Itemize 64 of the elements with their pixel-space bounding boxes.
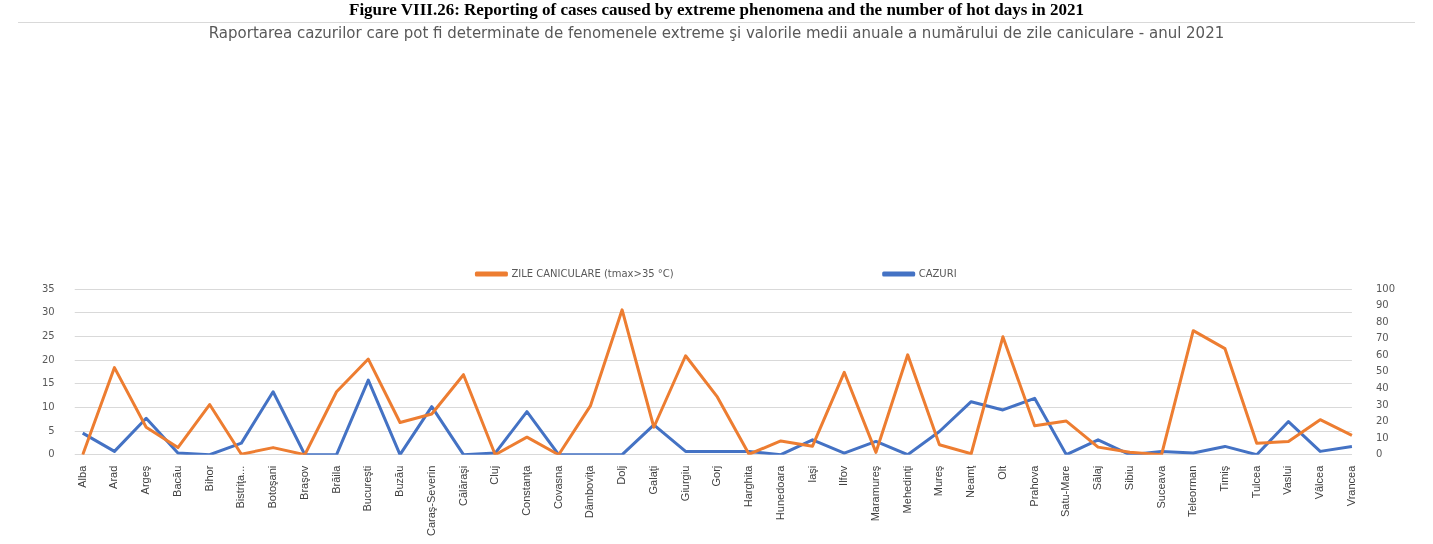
y2-tick-label: 30 — [1375, 398, 1389, 410]
x-tick-label: Arad — [107, 465, 120, 489]
y2-tick-label: 0 — [1375, 448, 1383, 460]
x-tick-label: Covasna — [551, 464, 564, 510]
x-tick-label: Gorj — [710, 465, 723, 487]
x-tick-label: Bucureşti — [361, 465, 374, 512]
x-tick-label: Mehedinţi — [900, 465, 913, 514]
legend-label: CAZURI — [918, 267, 957, 279]
x-tick-label: Giurgiu — [678, 465, 691, 502]
y-tick-label: 0 — [48, 448, 55, 460]
x-tick-label: Hunedoara — [773, 464, 786, 521]
y-tick-label: 20 — [41, 353, 55, 365]
y-tick-label: 10 — [41, 400, 55, 412]
x-tick-label: Brăila — [329, 464, 342, 494]
y2-tick-label: 40 — [1375, 382, 1389, 394]
y2-tick-label: 20 — [1375, 415, 1389, 427]
x-tick-label: Ilfov — [837, 465, 850, 486]
x-tick-label: Bacău — [170, 465, 183, 497]
x-tick-label: Dâmboviţa — [583, 464, 596, 519]
x-tick-label: Sălaj — [1091, 465, 1104, 491]
x-tick-label: Constanţa — [519, 464, 532, 516]
x-tick-label: Neamţ — [964, 464, 977, 499]
x-tick-label: Maramureş — [869, 465, 881, 522]
x-tick-label: Mureş — [932, 465, 945, 497]
x-tick-label: Bistriţa... — [234, 465, 247, 509]
x-tick-label: Alba — [75, 464, 88, 488]
x-tick-label: Sibiu — [1122, 465, 1135, 491]
x-tick-label: Argeş — [139, 465, 152, 495]
x-tick-label: Caraş-Severin — [424, 465, 437, 537]
x-tick-label: Cluj — [488, 465, 501, 485]
y2-tick-label: 10 — [1375, 431, 1389, 443]
x-tick-label: Teleorman — [1186, 465, 1199, 518]
x-tick-label: Vrancea — [1344, 464, 1357, 507]
chart-title: Figure VIII.26: Reporting of cases caused by extreme phenomena and the number of hot days in 2021 — [348, 0, 1085, 21]
x-tick-label: Vaslui — [1281, 465, 1294, 495]
x-tick-label: Tulcea — [1249, 464, 1262, 499]
x-tick-label: Prahova — [1027, 464, 1040, 507]
x-tick-label: Botoşani — [266, 465, 279, 509]
y2-tick-label: 80 — [1375, 315, 1389, 327]
x-tick-label: Dolj — [615, 465, 628, 485]
x-tick-label: Vâlcea — [1313, 464, 1326, 500]
y2-tick-label: 100 — [1375, 282, 1396, 294]
legend-label: ZILE CANICULARE (tmax>35 °C) — [511, 267, 674, 279]
x-tick-label: Călăraşi — [456, 465, 469, 507]
chart-subtitle: Raportarea cazurilor care pot fi determinate de fenomenele extreme şi valorile medii anuale a numărului de zile caniculare - anul 2021 — [208, 23, 1225, 42]
y-tick-label: 25 — [41, 329, 55, 341]
x-tick-label: Timiş — [1218, 465, 1231, 492]
x-tick-label: Satu-Mare — [1059, 465, 1072, 518]
x-tick-label: Galaţi — [646, 465, 659, 495]
y-tick-label: 30 — [41, 306, 55, 318]
x-tick-label: Braşov — [297, 465, 310, 500]
y-tick-label: 15 — [41, 377, 55, 389]
x-tick-label: Suceava — [1154, 464, 1167, 509]
x-tick-label: Iaşi — [805, 465, 818, 483]
y2-tick-label: 60 — [1375, 348, 1389, 360]
x-tick-label: Buzău — [393, 465, 406, 497]
y2-tick-label: 90 — [1375, 299, 1389, 311]
y2-tick-label: 50 — [1375, 365, 1389, 377]
x-tick-label: Bihor — [202, 465, 215, 492]
y-tick-label: 5 — [48, 424, 55, 436]
y2-tick-label: 70 — [1375, 332, 1389, 344]
x-tick-label: Harghita — [742, 464, 755, 508]
x-tick-label: Olt — [995, 465, 1008, 480]
y-tick-label: 35 — [41, 282, 55, 294]
